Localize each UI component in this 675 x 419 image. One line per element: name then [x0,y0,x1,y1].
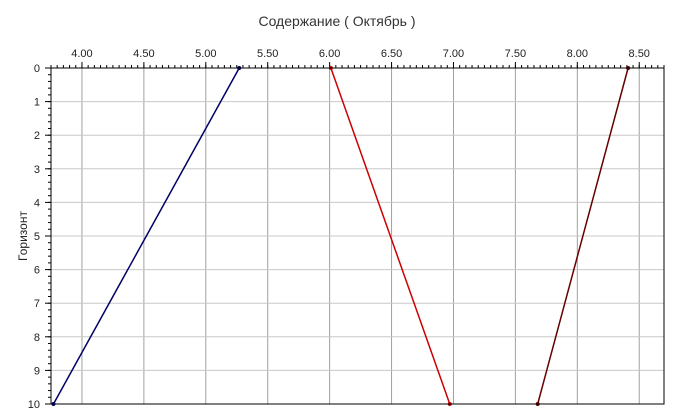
y-tick-label: 5 [34,231,40,243]
y-tick-label: 7 [34,298,40,310]
x-tick-label: 4.00 [71,48,92,60]
y-tick-label: 9 [34,365,40,377]
y-tick-label: 0 [34,63,40,75]
x-tick-label: 8.00 [567,48,588,60]
axis-ticks [45,62,665,405]
chart-title: Содержание ( Октябрь ) [258,13,415,29]
grid [51,67,664,405]
x-tick-label: 6.50 [381,48,402,60]
y-tick-label: 1 [34,97,40,109]
x-tick-label: 4.50 [133,48,154,60]
y-axis-label: Горизонт [16,211,30,261]
series-lines [51,66,631,406]
x-tick-label: 7.00 [443,48,464,60]
x-tick-label: 7.50 [505,48,526,60]
x-tick-label: 5.50 [257,48,278,60]
series-line-1 [52,67,240,405]
series-line-3 [536,67,629,405]
y-tick-label: 10 [28,399,40,411]
y-tick-label: 2 [34,130,40,142]
y-tick-label: 4 [34,197,40,209]
y-tick-label: 8 [34,332,40,344]
x-tick-label: 6.00 [319,48,340,60]
plot-frame [50,67,665,405]
series-line-2 [330,67,451,405]
y-tick-label: 6 [34,265,40,277]
y-tick-label: 3 [34,164,40,176]
tick-labels: 4.00 4.50 5.00 5.50 6.00 6.50 7.00 7.50 8.00 8.50… [28,48,650,411]
x-tick-label: 8.50 [629,48,650,60]
x-tick-label: 5.00 [195,48,216,60]
